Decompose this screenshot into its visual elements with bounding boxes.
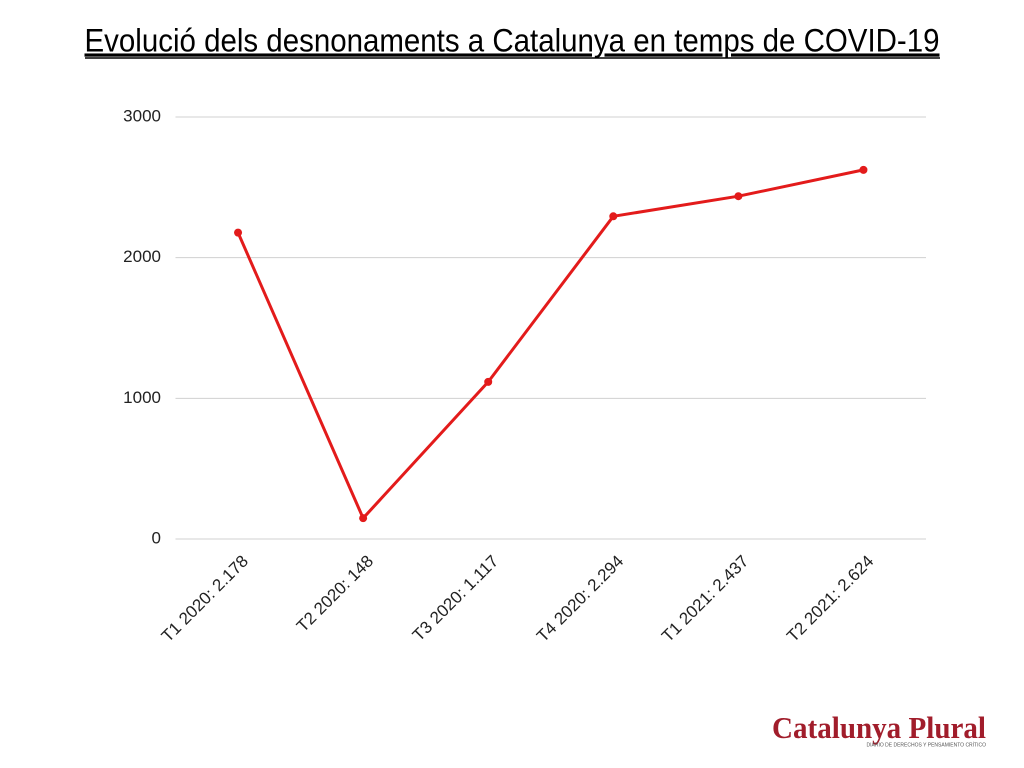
data-line [236, 168, 864, 520]
data-point [609, 212, 618, 221]
data-point [859, 165, 868, 174]
chart-title: Evolució dels desnonaments a Catalunya e… [85, 22, 940, 58]
brand-name: Catalunya Plural [772, 710, 986, 745]
y-tick-label: 2000 [123, 247, 161, 266]
data-point [484, 377, 493, 386]
y-tick-label: 0 [152, 528, 161, 547]
y-tick-label: 3000 [123, 106, 161, 125]
brand-tagline: DIARIO DE DERECHOS Y PENSAMIENTO CRÍTICO [867, 741, 987, 748]
y-tick-label: 1000 [123, 388, 161, 407]
data-point [734, 192, 743, 201]
data-point [359, 514, 368, 523]
data-point [234, 228, 243, 237]
